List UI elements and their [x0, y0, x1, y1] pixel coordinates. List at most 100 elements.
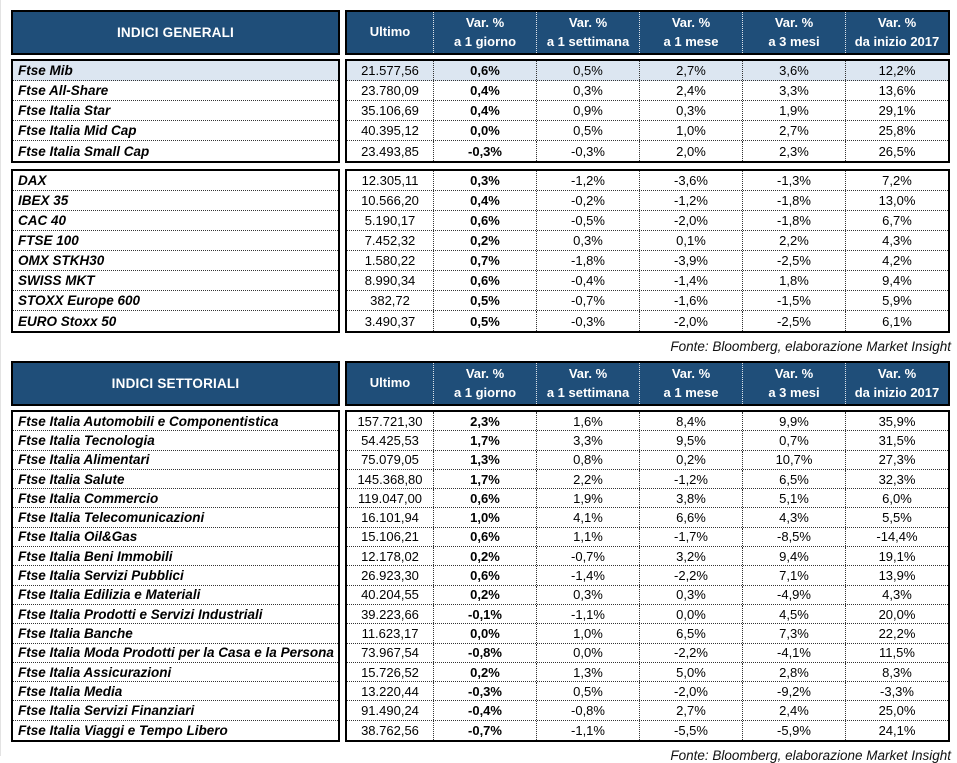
ultimo-value-cell: 382,72: [370, 293, 410, 308]
var-value-cell: 7,2%: [845, 171, 948, 190]
var-value-cell: 1,8%: [742, 271, 845, 290]
col-header-var: Var. % da inizio 2017: [845, 363, 948, 404]
ultimo-value-cell: 16.101,94: [361, 510, 419, 526]
index-values-row: 7.452,32 0,2% 0,3% 0,1% 2,2% 4,3%: [347, 231, 948, 251]
var-value-cell: 0,6%: [433, 61, 536, 80]
index-name-cell: Ftse Italia Alimentari: [13, 451, 338, 470]
index-name-cell: Ftse Italia Telecomunicazioni: [13, 508, 338, 528]
var-value-cell: 0,0%: [536, 643, 639, 662]
var-value-cell: -0,5%: [536, 211, 639, 230]
col-header-var: Var. % a 1 giorno: [433, 12, 536, 53]
ultimo-value-cell: 10.566,20: [361, 193, 419, 208]
var-value-cell: 6,5%: [742, 469, 845, 489]
var-value-cell: -2,5%: [742, 251, 845, 270]
var-value-cell: 27,3%: [845, 450, 948, 469]
index-name-cell: FTSE 100: [13, 231, 338, 251]
var-value-cell: 1,0%: [433, 508, 536, 527]
ultimo-value-cell: 39.223,66: [361, 606, 419, 622]
col-header-ultimo: Ultimo: [369, 24, 411, 40]
var-value-cell: 0,2%: [433, 662, 536, 682]
ultimo-value-cell: 40.204,55: [361, 587, 419, 603]
var-value-cell: 3,3%: [536, 431, 639, 450]
index-values-row: 91.490,24 -0,4% -0,8% 2,7% 2,4% 25,0%: [347, 701, 948, 721]
var-value-cell: 8,4%: [639, 412, 742, 431]
var-header-line2: a 3 mesi: [768, 384, 820, 400]
var-value-cell: 0,2%: [639, 450, 742, 469]
index-values-row: 75.079,05 1,3% 0,8% 0,2% 10,7% 27,3%: [347, 450, 948, 470]
var-header-line1: Var. %: [568, 14, 608, 30]
index-name-cell: Ftse All-Share: [13, 81, 338, 101]
index-values-row: 13.220,44 -0,3% 0,5% -2,0% -9,2% -3,3%: [347, 682, 948, 702]
var-value-cell: 19,1%: [845, 547, 948, 566]
index-values-row: 38.762,56 -0,7% -1,1% -5,5% -5,9% 24,1%: [347, 720, 948, 741]
index-name-column: Ftse Mib Ftse All-Share Ftse Italia Star Ft…: [11, 59, 340, 163]
var-value-cell: 2,2%: [536, 469, 639, 489]
var-value-cell: -2,2%: [639, 566, 742, 585]
var-value-cell: -1,2%: [639, 191, 742, 210]
ultimo-value-cell: 11.623,17: [361, 625, 419, 641]
index-name-cell: Ftse Italia Servizi Pubblici: [13, 566, 338, 586]
var-value-cell: 1,9%: [536, 489, 639, 508]
var-value-cell: 0,4%: [433, 191, 536, 210]
var-value-cell: 0,0%: [433, 624, 536, 643]
index-name-cell: Ftse Italia Beni Immobili: [13, 547, 338, 567]
table-header-row: INDICI GENERALI Ultimo Var. % a 1 giorno V…: [11, 10, 950, 55]
var-header-line2: da inizio 2017: [854, 384, 940, 400]
table-title-label: INDICI SETTORIALI: [111, 376, 240, 391]
var-value-cell: 0,6%: [433, 566, 536, 585]
var-value-cell: 0,3%: [639, 585, 742, 604]
var-value-cell: 0,4%: [433, 81, 536, 100]
index-name-cell: Ftse Italia Small Cap: [18, 143, 150, 159]
var-value-cell: 0,3%: [536, 81, 639, 100]
var-value-cell: -1,2%: [536, 171, 639, 190]
var-value-cell: 22,2%: [845, 624, 948, 643]
var-value-cell: 2,7%: [639, 61, 742, 80]
var-value-cell: 13,6%: [845, 81, 948, 100]
index-name-cell: Ftse Italia Mid Cap: [13, 121, 338, 141]
var-value-cell: 0,3%: [536, 585, 639, 604]
ultimo-value-cell: 35.106,69: [361, 103, 419, 118]
ultimo-value-cell: 13.220,44: [361, 683, 419, 699]
var-value-cell: 1,9%: [742, 101, 845, 120]
var-value-cell: -14,4%: [845, 527, 948, 547]
col-header-var: Var. % a 1 mese: [639, 12, 742, 53]
var-value-cell: -8,5%: [742, 527, 845, 547]
var-value-cell: -1,8%: [536, 251, 639, 270]
col-header-var: Var. % a 1 mese: [639, 363, 742, 404]
var-value-cell: 0,2%: [433, 585, 536, 604]
var-value-cell: 25,8%: [845, 121, 948, 140]
index-name-cell: Ftse Mib: [13, 61, 338, 81]
var-value-cell: 0,0%: [639, 604, 742, 624]
index-values-row: 5.190,17 0,6% -0,5% -2,0% -1,8% 6,7%: [347, 211, 948, 231]
ultimo-value-cell: 5.190,17: [364, 213, 416, 228]
var-value-cell: -0,3%: [433, 141, 536, 161]
var-value-cell: 0,2%: [433, 547, 536, 566]
var-value-cell: 5,1%: [742, 489, 845, 508]
var-value-cell: -2,5%: [742, 311, 845, 331]
var-value-cell: -4,1%: [742, 643, 845, 662]
var-value-cell: 2,0%: [639, 141, 742, 161]
col-header-var: Var. % da inizio 2017: [845, 12, 948, 53]
var-value-cell: -0,7%: [536, 547, 639, 566]
var-value-cell: 12,2%: [845, 61, 948, 80]
var-value-cell: 2,4%: [639, 81, 742, 100]
var-value-cell: 3,8%: [639, 489, 742, 508]
index-values-row: 40.204,55 0,2% 0,3% 0,3% -4,9% 4,3%: [347, 585, 948, 605]
var-header-line1: Var. %: [774, 365, 814, 381]
index-values-column: 157.721,30 2,3% 1,6% 8,4% 9,9% 35,9% 54.425,53…: [345, 410, 950, 743]
ultimo-value-cell: 38.762,56: [361, 722, 419, 738]
index-name-cell: EURO Stoxx 50: [18, 313, 117, 329]
var-value-cell: 26,5%: [845, 141, 948, 161]
ultimo-value-cell: 157.721,30: [357, 413, 423, 429]
var-value-cell: 6,1%: [845, 311, 948, 331]
var-value-cell: -5,9%: [742, 720, 845, 741]
var-header-line1: Var. %: [671, 365, 711, 381]
var-value-cell: 5,9%: [845, 291, 948, 310]
var-value-cell: 0,3%: [639, 101, 742, 120]
index-values-row: 8.990,34 0,6% -0,4% -1,4% 1,8% 9,4%: [347, 271, 948, 291]
index-values-row: 21.577,56 0,6% 0,5% 2,7% 3,6% 12,2%: [347, 61, 948, 81]
indici-settoriali-table: INDICI SETTORIALI Ultimo Var. % a 1 giorn…: [11, 361, 951, 763]
var-value-cell: 7,3%: [742, 624, 845, 643]
table-title-label: INDICI GENERALI: [116, 25, 234, 40]
index-name-column: DAX IBEX 35 CAC 40 FTSE 100 OMX STKH30 SWISS …: [11, 169, 340, 333]
